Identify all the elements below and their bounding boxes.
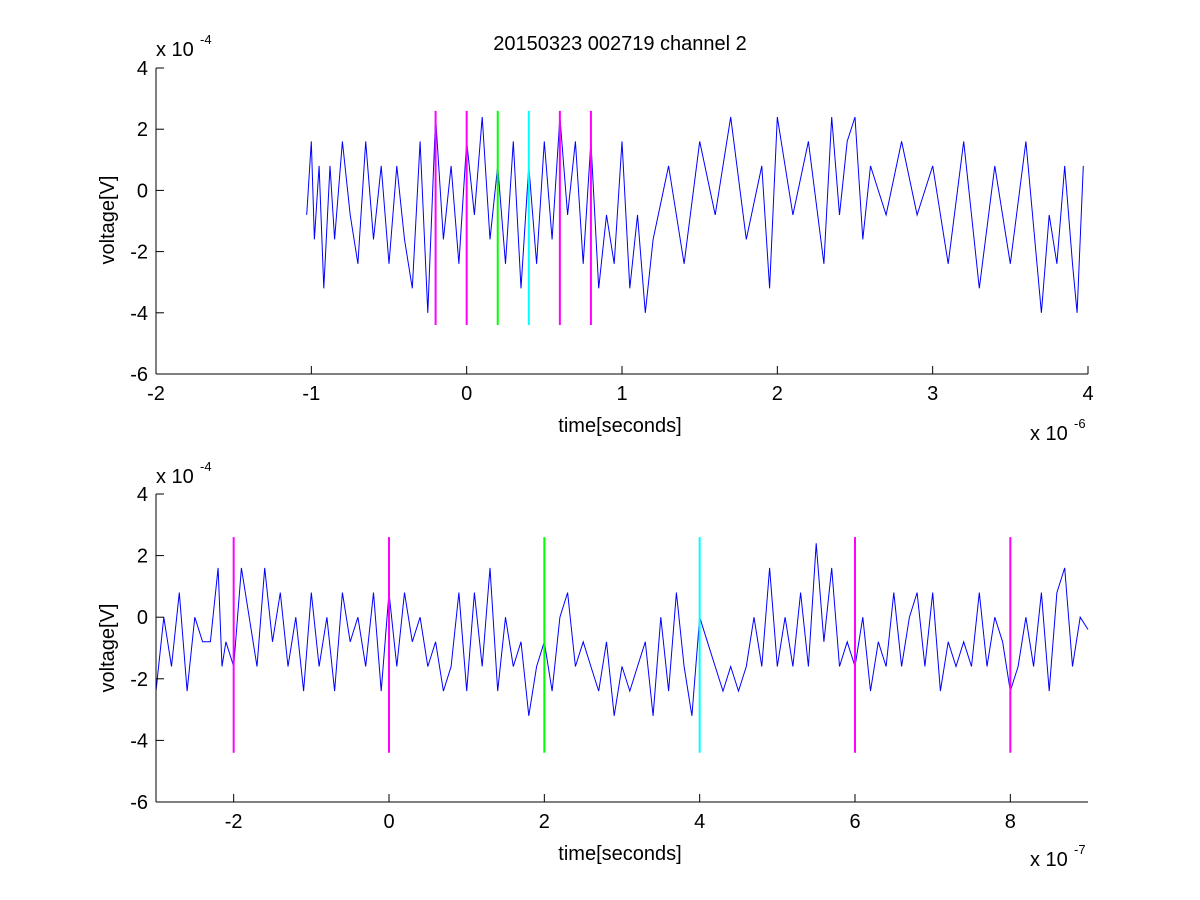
bottom-series-line-0 bbox=[155, 543, 1089, 716]
top-x-tick-label: -1 bbox=[302, 383, 320, 405]
bottom-x-axis-label: time[seconds] bbox=[558, 843, 681, 865]
bottom-x-tick-label: 8 bbox=[1005, 811, 1016, 833]
bottom-y-tick-label: 0 bbox=[137, 607, 148, 629]
bottom-y-tick-label: -6 bbox=[130, 792, 148, 814]
top-x-tick-label: 0 bbox=[461, 383, 472, 405]
bottom-y-exponent: -4 bbox=[200, 459, 212, 474]
top-y-axis-label: voltage[V] bbox=[97, 176, 119, 265]
top-y-tick-label: -4 bbox=[130, 303, 148, 325]
bottom-x-tick-label: -2 bbox=[225, 811, 243, 833]
bottom-y-axis-label: voltage[V] bbox=[97, 604, 119, 693]
bottom-y-tick-label: -2 bbox=[130, 669, 148, 691]
top-x-tick-label: 2 bbox=[772, 383, 783, 405]
bottom-x-exponent-base: x 10 bbox=[1030, 849, 1068, 871]
top-y-exponent: -4 bbox=[200, 32, 212, 47]
top-x-tick-label: -2 bbox=[147, 383, 165, 405]
figure-title: 20150323 002719 channel 2 bbox=[493, 33, 747, 55]
top-x-tick-label: 1 bbox=[616, 383, 627, 405]
top-x-tick-label: 4 bbox=[1082, 383, 1093, 405]
bottom-x-tick-label: 2 bbox=[539, 811, 550, 833]
bottom-x-tick-label: 0 bbox=[383, 811, 394, 833]
top-x-exponent: -6 bbox=[1074, 416, 1086, 431]
top-x-tick-label: 3 bbox=[927, 383, 938, 405]
top-y-tick-label: -2 bbox=[130, 242, 148, 264]
top-y-exponent-base: x 10 bbox=[156, 39, 194, 61]
bottom-x-tick-label: 6 bbox=[849, 811, 860, 833]
bottom-y-tick-label: 2 bbox=[137, 546, 148, 568]
top-series-line-0 bbox=[306, 116, 1084, 313]
top-axes: x 10 -4 x 10 -6 time[seconds] voltage[V]… bbox=[97, 32, 1094, 445]
bottom-y-tick-label: 4 bbox=[137, 484, 148, 506]
bottom-x-tick-label: 4 bbox=[694, 811, 705, 833]
top-y-tick-label: 2 bbox=[137, 119, 148, 141]
top-y-tick-label: -6 bbox=[130, 364, 148, 386]
bottom-y-exponent-base: x 10 bbox=[156, 466, 194, 488]
top-y-tick-label: 4 bbox=[137, 58, 148, 80]
bottom-x-exponent: -7 bbox=[1074, 842, 1086, 857]
bottom-axes: x 10 -4 x 10 -7 time[seconds] voltage[V]… bbox=[97, 459, 1089, 871]
top-x-exponent-base: x 10 bbox=[1030, 423, 1068, 445]
top-y-tick-label: 0 bbox=[137, 180, 148, 202]
bottom-y-tick-label: -4 bbox=[130, 730, 148, 752]
top-x-axis-label: time[seconds] bbox=[558, 415, 681, 437]
